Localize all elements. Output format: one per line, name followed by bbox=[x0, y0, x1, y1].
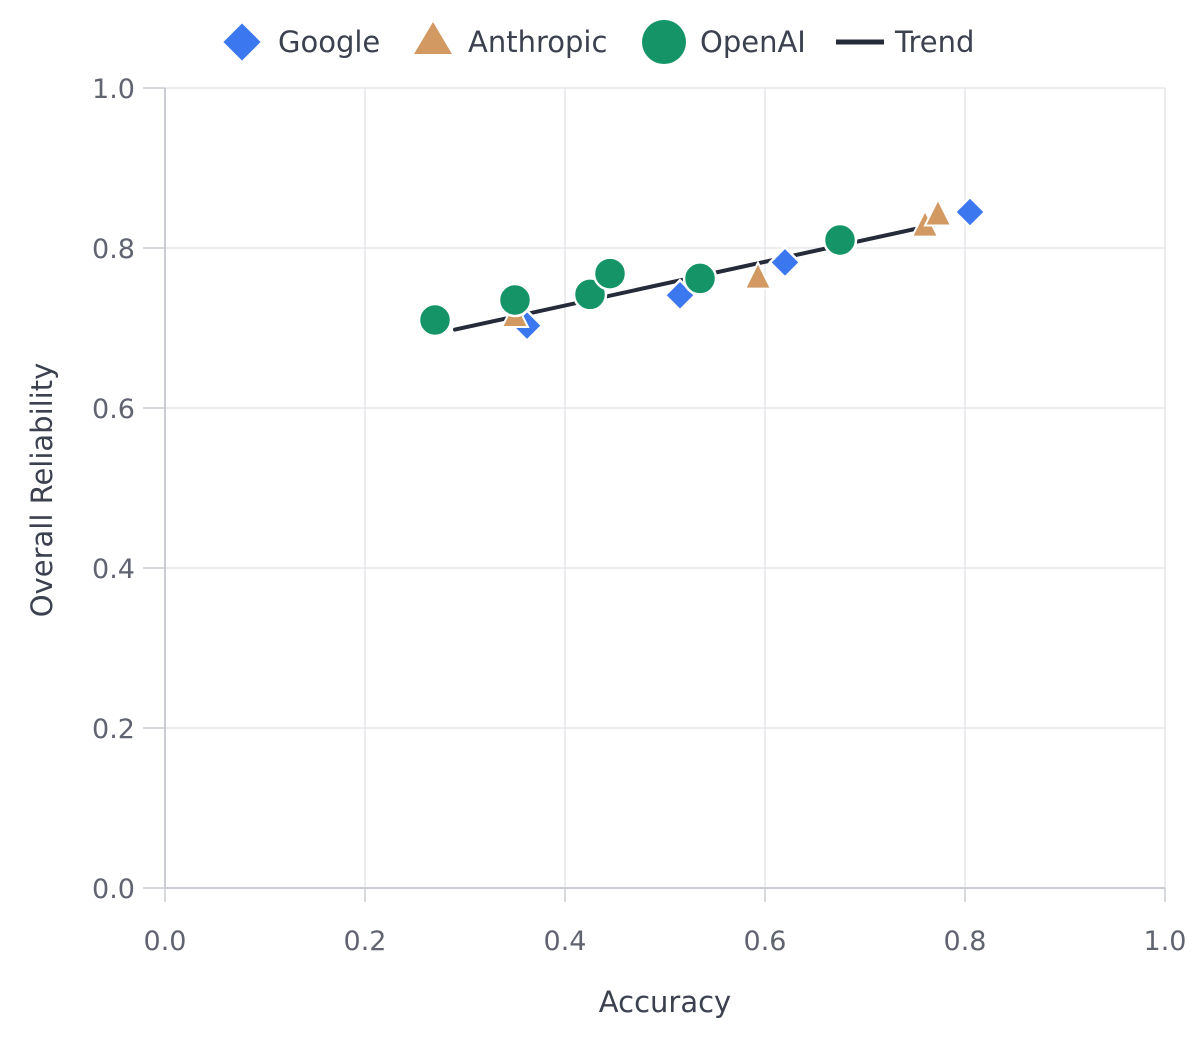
legend-item-google[interactable]: Google bbox=[220, 20, 380, 64]
y-tick-label: 0.8 bbox=[92, 234, 135, 265]
point-google[interactable] bbox=[768, 245, 802, 280]
point-anthropic[interactable] bbox=[923, 197, 953, 227]
x-tick-label: 1.0 bbox=[1144, 926, 1187, 957]
x-tick-label: 0.8 bbox=[944, 926, 987, 957]
legend-openai-circle-icon bbox=[642, 20, 686, 64]
y-tick-label: 0.4 bbox=[92, 554, 135, 585]
point-openai[interactable] bbox=[682, 261, 718, 296]
legend-label-trend: Trend bbox=[894, 25, 974, 59]
point-google[interactable] bbox=[953, 195, 987, 229]
grid-layer bbox=[165, 87, 1166, 888]
x-axis-title: Accuracy bbox=[599, 985, 731, 1019]
y-axis-title: Overall Reliability bbox=[25, 363, 59, 618]
legend-item-openai[interactable]: OpenAI bbox=[642, 20, 806, 64]
x-tick-label: 0.6 bbox=[744, 926, 787, 957]
legend-label-google: Google bbox=[278, 25, 380, 59]
points-layer bbox=[417, 195, 987, 343]
point-openai[interactable] bbox=[497, 282, 533, 318]
axis-layer bbox=[143, 87, 1166, 902]
y-tick-label: 1.0 bbox=[92, 74, 135, 105]
legend-item-anthropic[interactable]: Anthropic bbox=[414, 22, 607, 59]
y-tick-label: 0.6 bbox=[92, 394, 135, 425]
point-anthropic[interactable] bbox=[743, 260, 773, 290]
legend-label-openai: OpenAI bbox=[700, 25, 806, 59]
legend: Google Anthropic OpenAI Trend bbox=[220, 20, 974, 64]
point-openai[interactable] bbox=[592, 256, 628, 291]
x-tick-label: 0.4 bbox=[544, 926, 587, 957]
tick-labels: 0.0 0.2 0.4 0.6 0.8 1.0 0.0 0.2 0.4 0.6 0.8 1.0 bbox=[92, 74, 1186, 957]
legend-google-diamond-icon bbox=[220, 20, 264, 64]
point-openai[interactable] bbox=[822, 222, 858, 258]
y-tick-label: 0.2 bbox=[92, 714, 135, 745]
y-tick-label: 0.0 bbox=[92, 874, 135, 905]
legend-item-trend[interactable]: Trend bbox=[836, 25, 974, 59]
legend-label-anthropic: Anthropic bbox=[468, 25, 607, 59]
point-openai[interactable] bbox=[417, 302, 453, 338]
point-openai[interactable] bbox=[572, 277, 608, 312]
x-tick-label: 0.2 bbox=[344, 926, 387, 957]
x-tick-label: 0.0 bbox=[144, 926, 187, 957]
legend-anthropic-triangle-icon bbox=[414, 22, 452, 54]
